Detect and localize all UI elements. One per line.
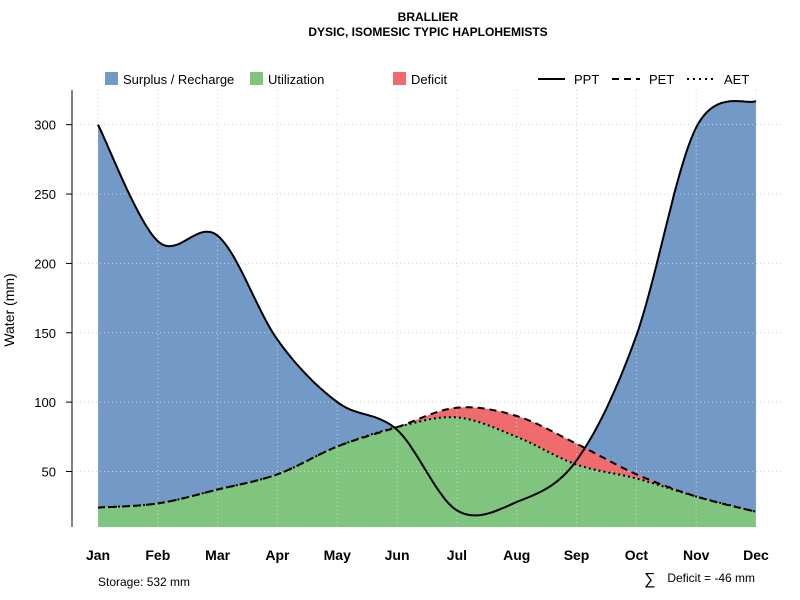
- x-tick-label-mar: Mar: [205, 547, 230, 563]
- legend-label-deficit: Deficit: [411, 72, 448, 87]
- y-tick-label-200: 200: [34, 256, 56, 271]
- x-tick-label-aug: Aug: [503, 547, 530, 563]
- legend-label-pet: PET: [649, 72, 674, 87]
- legend-label-aet: AET: [724, 72, 749, 87]
- legend-label-utilization: Utilization: [268, 72, 324, 87]
- x-tick-label-sep: Sep: [564, 547, 590, 563]
- series-line-ppt: [97, 99, 757, 517]
- x-tick-label-jan: Jan: [86, 547, 110, 563]
- chart-title: BRALLIER: [398, 10, 459, 24]
- chart-subtitle: DYSIC, ISOMESIC TYPIC HAPLOHEMISTS: [308, 25, 547, 39]
- chart-axes: 50 100 150 200 250 300 Jan Feb Mar Apr May Jun Jul Au…: [34, 90, 769, 563]
- y-axis-label: Water (mm): [1, 273, 17, 346]
- x-tick-label-jun: Jun: [385, 547, 410, 563]
- deficit-annotation: Deficit = -46 mm: [667, 571, 755, 585]
- chart-lines: [97, 99, 757, 517]
- x-tick-label-feb: Feb: [145, 547, 170, 563]
- x-tick-label-may: May: [324, 547, 351, 563]
- legend-swatch-deficit: [393, 72, 406, 85]
- sum-symbol: ∑: [644, 571, 655, 588]
- x-tick-label-apr: Apr: [265, 547, 290, 563]
- surplus-area: [98, 101, 756, 512]
- y-tick-label-150: 150: [34, 326, 56, 341]
- x-tick-label-oct: Oct: [625, 547, 649, 563]
- chart-grid: [72, 90, 782, 527]
- y-tick-label-300: 300: [34, 118, 56, 133]
- storage-annotation: Storage: 532 mm: [98, 575, 190, 589]
- y-tick-label-250: 250: [34, 187, 56, 202]
- legend-label-ppt: PPT: [574, 72, 599, 87]
- x-tick-label-jul: Jul: [447, 547, 467, 563]
- x-tick-label-nov: Nov: [683, 547, 710, 563]
- x-tick-label-dec: Dec: [743, 547, 769, 563]
- legend: Surplus / Recharge Utilization Deficit P…: [105, 72, 749, 87]
- legend-label-surplus: Surplus / Recharge: [123, 72, 234, 87]
- series-line-aet: [97, 416, 757, 513]
- y-tick-label-50: 50: [42, 465, 56, 480]
- legend-swatch-surplus: [105, 72, 118, 85]
- y-tick-label-100: 100: [34, 395, 56, 410]
- legend-swatch-utilization: [250, 72, 263, 85]
- chart-areas: [98, 101, 756, 527]
